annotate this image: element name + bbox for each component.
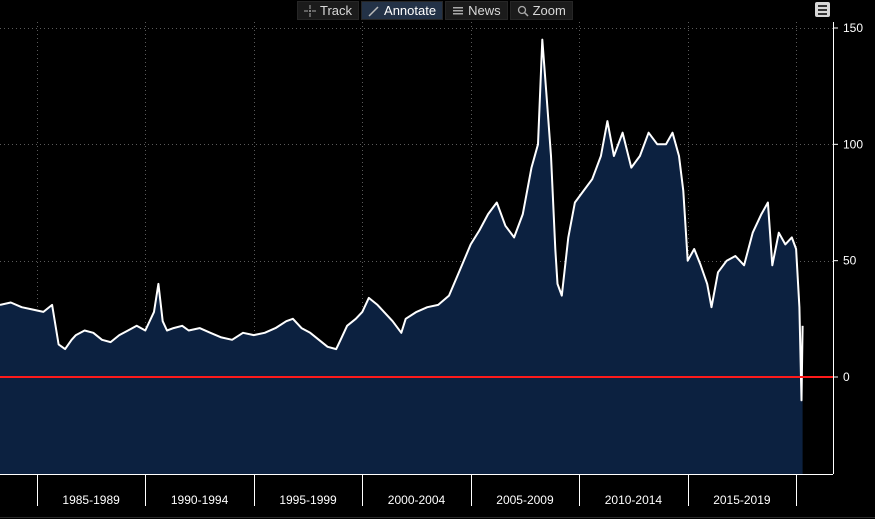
news-icon bbox=[453, 6, 464, 14]
x-tick-label: 1995-1999 bbox=[279, 493, 337, 507]
axes bbox=[0, 22, 875, 518]
y-tick-label: 100 bbox=[843, 137, 863, 151]
x-tick-label: 2010-2014 bbox=[605, 493, 663, 507]
y-axis-ticks: 150 100 50 0 bbox=[833, 21, 863, 384]
news-button[interactable]: News bbox=[445, 1, 508, 20]
price-area bbox=[0, 39, 803, 474]
x-tick-label: 2000-2004 bbox=[388, 493, 446, 507]
x-tick-label: 1990-1994 bbox=[171, 493, 229, 507]
annotate-button[interactable]: Annotate bbox=[361, 1, 444, 20]
magnifier-icon bbox=[517, 5, 529, 17]
y-tick-label: 50 bbox=[843, 254, 857, 268]
x-axis-ticks: 1985-1989 1990-1994 1995-1999 2000-2004 2005… bbox=[37, 474, 797, 507]
x-tick-label: 2015-2019 bbox=[713, 493, 771, 507]
x-tick-label: 2005-2009 bbox=[496, 493, 554, 507]
track-button[interactable]: Track bbox=[297, 1, 360, 20]
zoom-label: Zoom bbox=[532, 3, 566, 18]
zoom-button[interactable]: Zoom bbox=[509, 1, 573, 20]
pencil-icon bbox=[368, 5, 379, 17]
x-tick-label: 1985-1989 bbox=[62, 493, 120, 507]
price-line bbox=[0, 38, 804, 402]
chart-menu-button[interactable] bbox=[815, 2, 830, 17]
crosshair-icon bbox=[304, 4, 316, 17]
y-tick-label: 0 bbox=[843, 370, 850, 384]
track-label: Track bbox=[320, 3, 353, 18]
y-tick-label: 150 bbox=[843, 21, 863, 35]
news-label: News bbox=[468, 3, 501, 18]
annotate-label: Annotate bbox=[384, 3, 437, 18]
chart-toolbar: Track Annotate News Zoom bbox=[297, 1, 573, 21]
